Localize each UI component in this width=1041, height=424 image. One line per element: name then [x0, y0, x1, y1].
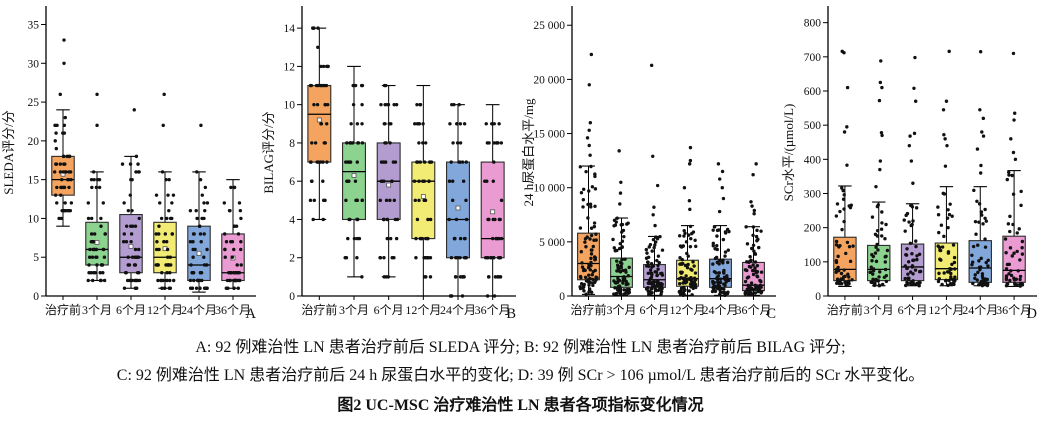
- svg-text:B: B: [506, 306, 516, 322]
- svg-text:BILAG评分/分: BILAG评分/分: [261, 111, 276, 193]
- svg-text:2: 2: [289, 253, 295, 265]
- svg-text:6个月: 6个月: [639, 303, 669, 317]
- svg-text:3个月: 3个月: [606, 303, 636, 317]
- svg-text:10 000: 10 000: [533, 183, 565, 195]
- svg-text:治疗前: 治疗前: [301, 302, 337, 317]
- caption-figure-title: 图2 UC-MSC 治疗难治性 LN 患者各项指标变化情况: [337, 397, 704, 414]
- svg-text:治疗前: 治疗前: [827, 302, 863, 317]
- caption-line-cd: C: 92 例难治性 LN 患者治疗前后 24 h 尿蛋白水平的变化; D: 3…: [116, 367, 925, 384]
- svg-text:6个月: 6个月: [898, 303, 928, 317]
- svg-text:36个月: 36个月: [735, 303, 771, 317]
- svg-text:8: 8: [289, 138, 295, 150]
- boxplot-panel-d: 0 100 200 300 400 500 600 700 800 治疗前 3个月 6个月 12个月 24…: [780, 0, 1041, 332]
- svg-text:36个月: 36个月: [996, 303, 1032, 317]
- svg-text:800: 800: [804, 18, 822, 30]
- boxplot-svg-d: 0 100 200 300 400 500 600 700 800 治疗前 3个月 6个月 12个月24…: [781, 6, 1037, 322]
- svg-text:3个月: 3个月: [864, 303, 894, 317]
- svg-text:0: 0: [33, 291, 39, 303]
- svg-text:700: 700: [804, 52, 822, 64]
- svg-text:12: 12: [284, 61, 296, 73]
- svg-text:12个月: 12个月: [405, 303, 441, 317]
- svg-text:SLEDA评分/分: SLEDA评分/分: [1, 110, 16, 195]
- svg-text:6个月: 6个月: [116, 303, 146, 317]
- svg-text:6个月: 6个月: [374, 303, 404, 317]
- svg-text:25 000: 25 000: [533, 20, 565, 32]
- svg-text:3个月: 3个月: [82, 303, 112, 317]
- svg-text:治疗前: 治疗前: [45, 302, 81, 317]
- svg-text:200: 200: [804, 223, 822, 235]
- boxplot-svg-c: 0 5 000 10 000 15 000 20 000 25 000 治疗前 3个月 6个月 1…: [521, 6, 776, 322]
- svg-text:300: 300: [804, 189, 822, 201]
- boxplot-panel-a: 0 5 10 15 20 25 30 35 治疗前 3个月 6个月 12个月 24个月 36个月 SLEDA…: [0, 0, 260, 332]
- svg-text:C: C: [766, 306, 776, 322]
- svg-text:24个月: 24个月: [181, 303, 217, 317]
- boxplot-panel-c: 0 5 000 10 000 15 000 20 000 25 000 治疗前 3个月 6个月 1…: [520, 0, 780, 332]
- svg-text:A: A: [246, 306, 257, 322]
- boxplot-panel-b: 0 2 4 6 8 10 12 14 治疗前 3个月 6个月 12个月 24个月 36个月 BILAG评分/…: [260, 0, 520, 332]
- figure-caption: A: 92 例难治性 LN 患者治疗前后 SLEDA 评分; B: 92 例难治…: [0, 334, 1041, 420]
- svg-text:6: 6: [289, 176, 295, 188]
- svg-text:14: 14: [284, 23, 296, 35]
- svg-text:24个月: 24个月: [962, 303, 998, 317]
- svg-text:5 000: 5 000: [539, 237, 565, 249]
- svg-text:25: 25: [28, 97, 40, 109]
- svg-text:15: 15: [28, 175, 40, 187]
- svg-text:36个月: 36个月: [475, 303, 511, 317]
- svg-text:15 000: 15 000: [533, 129, 565, 141]
- svg-text:0: 0: [559, 291, 565, 303]
- svg-text:0: 0: [289, 291, 295, 303]
- svg-text:24 h尿蛋白水平/mg: 24 h尿蛋白水平/mg: [521, 98, 536, 206]
- figure-panels-row: 0 5 10 15 20 25 30 35 治疗前 3个月 6个月 12个月 24个月 36个月 SLEDA…: [0, 0, 1041, 332]
- svg-text:500: 500: [804, 120, 822, 132]
- svg-text:4: 4: [289, 214, 295, 226]
- svg-text:20: 20: [28, 136, 40, 148]
- svg-text:600: 600: [804, 86, 822, 98]
- svg-text:100: 100: [804, 257, 822, 269]
- svg-text:12个月: 12个月: [669, 303, 705, 317]
- svg-text:24个月: 24个月: [702, 303, 738, 317]
- svg-text:10: 10: [28, 213, 40, 225]
- svg-text:12个月: 12个月: [928, 303, 964, 317]
- svg-text:0: 0: [815, 291, 821, 303]
- svg-text:D: D: [1027, 306, 1037, 322]
- caption-line-ab: A: 92 例难治性 LN 患者治疗前后 SLEDA 评分; B: 92 例难治…: [195, 339, 846, 356]
- svg-text:12个月: 12个月: [147, 303, 183, 317]
- svg-text:35: 35: [28, 20, 40, 32]
- svg-text:30: 30: [28, 58, 40, 70]
- svg-text:24个月: 24个月: [440, 303, 476, 317]
- svg-text:3个月: 3个月: [339, 303, 369, 317]
- svg-text:10: 10: [284, 100, 296, 112]
- svg-text:36个月: 36个月: [215, 303, 251, 317]
- svg-text:400: 400: [804, 154, 822, 166]
- svg-text:SCr水平/(µmol/L): SCr水平/(µmol/L): [781, 104, 796, 202]
- svg-text:20 000: 20 000: [533, 74, 565, 86]
- svg-text:治疗前: 治疗前: [570, 302, 606, 317]
- svg-text:5: 5: [33, 252, 39, 264]
